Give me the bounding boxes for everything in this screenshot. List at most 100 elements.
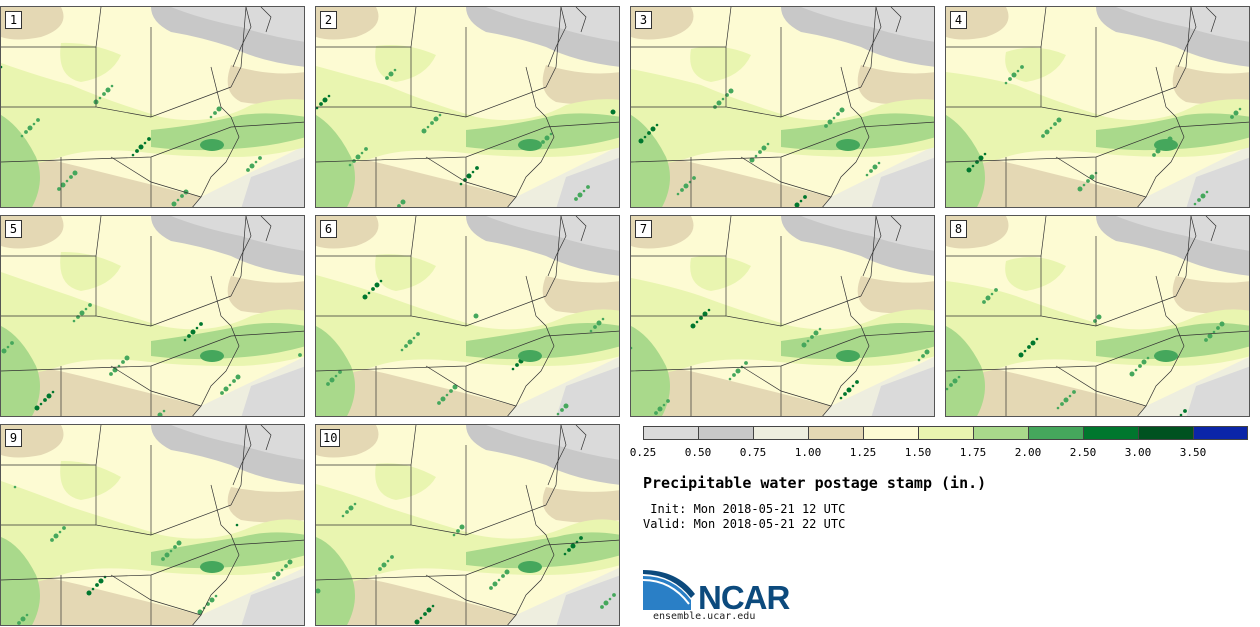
colorbar-tick-label: 1.00 — [794, 446, 822, 459]
boundary-line — [545, 425, 562, 506]
convective-cell — [223, 386, 229, 392]
convective-cell — [275, 571, 281, 577]
convective-cell — [232, 379, 236, 383]
convective-cell — [855, 380, 859, 384]
pw-contour-region — [1096, 323, 1249, 360]
convective-cell — [1072, 390, 1076, 394]
convective-cell — [20, 616, 26, 622]
convective-cell — [631, 346, 633, 350]
convective-cell — [1016, 69, 1020, 73]
convective-cell — [43, 398, 47, 402]
boundary-line — [860, 121, 934, 128]
convective-cell — [407, 339, 413, 345]
moisture-core — [1154, 139, 1178, 151]
convective-cell — [549, 132, 553, 136]
convective-cell — [650, 126, 656, 132]
convective-cell — [851, 384, 855, 388]
convective-cell — [1049, 126, 1053, 130]
convective-cell — [180, 194, 184, 198]
convective-cell — [810, 335, 814, 339]
convective-cell — [799, 199, 803, 203]
moisture-core — [1154, 350, 1178, 362]
convective-cell — [680, 188, 684, 192]
convective-cell — [386, 559, 390, 563]
convective-cell — [173, 545, 177, 549]
boundary-line — [860, 7, 877, 88]
convective-cell — [183, 189, 189, 195]
boundary-line — [507, 484, 555, 625]
convective-cell — [1008, 77, 1012, 81]
convective-cell — [164, 552, 170, 558]
convective-cell — [199, 322, 203, 326]
boundary-line — [192, 275, 240, 416]
colorbar-swatch — [1083, 426, 1138, 440]
member-number-label: 10 — [320, 429, 341, 447]
convective-cell — [254, 160, 258, 164]
convective-cell — [360, 151, 364, 155]
pw-contour-region — [857, 276, 934, 314]
convective-cell — [921, 354, 925, 358]
convective-cell — [589, 329, 593, 333]
boundary-line — [230, 330, 304, 337]
convective-cell — [492, 581, 498, 587]
colorbar-swatch — [1028, 426, 1083, 440]
pw-contour-region — [556, 366, 619, 416]
boundary-line — [575, 216, 587, 242]
pw-contour-region — [60, 42, 121, 82]
convective-cell — [1193, 202, 1197, 206]
colorbar-swatch — [808, 426, 863, 440]
convective-cell — [437, 401, 441, 405]
pw-contour-region — [1116, 7, 1249, 42]
ensemble-member-panel: 10 — [315, 424, 620, 626]
convective-cell — [877, 161, 881, 165]
pw-contour-region — [542, 487, 619, 523]
convective-cell — [103, 575, 107, 579]
convective-cell — [385, 76, 389, 80]
convective-cell — [978, 155, 984, 161]
convective-cell — [110, 84, 114, 88]
ensemble-member-panel: 8 — [945, 215, 1250, 417]
convective-cell — [501, 574, 505, 578]
convective-cell — [1023, 349, 1027, 353]
convective-cell — [272, 576, 276, 580]
convective-cell — [1219, 321, 1225, 327]
boundary-line — [150, 236, 232, 327]
colorbar-edge — [1193, 426, 1194, 440]
colorbar-swatch — [863, 426, 918, 440]
convective-cell — [1216, 326, 1220, 330]
colorbar-tick-label: 1.75 — [959, 446, 987, 459]
colorbar-tick-label: 2.00 — [1014, 446, 1042, 459]
precipitable-water-map — [1, 7, 304, 207]
convective-cell — [612, 593, 616, 597]
convective-cell — [1018, 352, 1024, 358]
convective-cell — [426, 125, 430, 129]
pw-contour-region — [227, 65, 304, 105]
boundary-line — [150, 445, 232, 536]
convective-cell — [1082, 183, 1086, 187]
convective-cell — [57, 187, 61, 191]
convective-cell — [1205, 190, 1209, 194]
convective-cell — [284, 564, 288, 568]
convective-cell — [544, 135, 550, 141]
pw-contour-region — [631, 326, 670, 416]
convective-cell — [445, 393, 449, 397]
convective-cell — [95, 583, 99, 587]
convective-cell — [475, 166, 479, 170]
pw-contour-region — [486, 425, 619, 460]
boundary-line — [1175, 121, 1249, 128]
colorbar-edge — [698, 426, 699, 440]
convective-cell — [348, 163, 352, 167]
colorbar-tick-label: 0.50 — [684, 446, 712, 459]
convective-cell — [654, 411, 658, 415]
boundary-line — [260, 7, 272, 33]
precipitable-water-map — [316, 7, 619, 207]
convective-cell — [982, 300, 986, 304]
convective-cell — [197, 609, 203, 615]
convective-cell — [593, 325, 597, 329]
pw-contour-region — [151, 323, 304, 360]
convective-cell — [1004, 81, 1008, 85]
convective-cell — [1183, 409, 1187, 413]
convective-cell — [560, 408, 564, 412]
pw-contour-region — [316, 537, 355, 625]
convective-cell — [813, 330, 819, 336]
